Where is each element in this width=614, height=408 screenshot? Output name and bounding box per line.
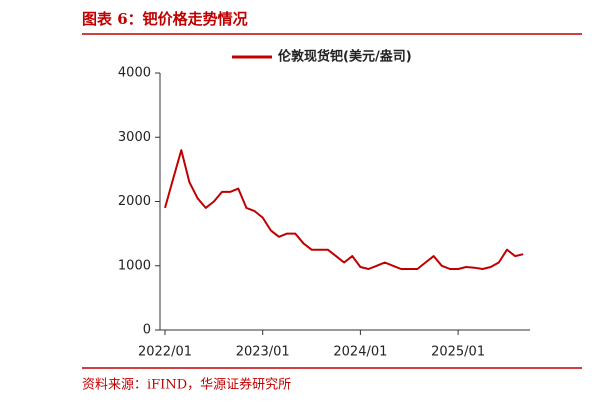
legend-label: 伦敦现货钯(美元/盎司) — [278, 49, 412, 65]
source-note: 资料来源：iFIND，华源证券研究所 — [82, 377, 291, 393]
y-tick-label: 0 — [143, 323, 151, 338]
y-tick-label: 2000 — [118, 194, 151, 209]
y-tick-label: 3000 — [118, 130, 151, 145]
y-tick-label: 4000 — [118, 66, 151, 81]
y-tick-label: 1000 — [118, 258, 151, 273]
x-tick-label: 2022/01 — [138, 345, 192, 360]
data-line — [164, 149, 524, 270]
x-tick-label: 2025/01 — [431, 345, 485, 360]
x-tick-label: 2024/01 — [333, 345, 387, 360]
x-tick-label: 2023/01 — [236, 345, 290, 360]
chart-title: 图表 6：钯价格走势情况 — [82, 10, 248, 28]
